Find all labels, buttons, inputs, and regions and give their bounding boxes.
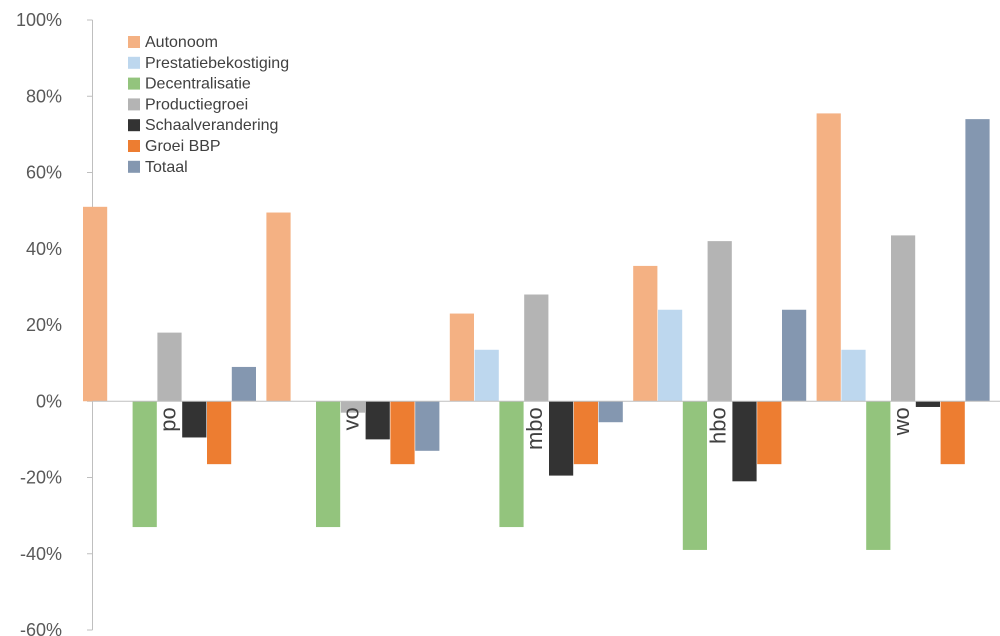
legend-swatch [128,56,140,69]
bar-autonoom [449,313,474,402]
legend-label: Schaalverandering [145,117,278,134]
bar-decentralisatie [682,401,707,550]
bar-groei-bbp [207,401,232,465]
bar-decentralisatie [866,401,891,550]
bar-productiegroei [524,294,549,402]
bar-prestatiebekostiging [658,309,683,402]
bar-prestatiebekostiging [474,349,499,402]
bar-productiegroei [340,401,365,413]
bar-decentralisatie [132,401,157,528]
bar-totaal [231,366,256,402]
legend-label: Productiegroei [145,96,248,113]
y-axis: 100% 80% 60% 40% 20% 0% -20% -40% -60% [16,10,93,636]
y-tick-label: 60% [26,163,62,183]
bar-autonoom [816,113,841,402]
category-label: hbo [706,407,731,444]
bar-totaal [782,309,807,402]
legend-swatch [128,160,140,173]
y-tick-label: 20% [26,315,62,335]
y-tick-label: 0% [36,391,62,411]
bar-productiegroei [157,332,182,402]
bar-schaalverandering [549,401,574,476]
category-label: po [155,407,180,431]
category-label: wo [889,407,914,436]
y-tick-label: -20% [20,468,62,488]
category-labels: po vo mbo hbo wo [155,407,914,450]
bar-groei-bbp [940,401,965,465]
y-tick-label: 80% [26,86,62,106]
legend: Autonoom Prestatiebekostiging Decentralisa… [128,34,289,176]
category-label: vo [339,407,364,430]
bar-autonoom [266,212,291,402]
bar-groei-bbp [573,401,598,465]
bar-schaalverandering [182,401,207,438]
legend-swatch [128,140,140,152]
y-tick-label: 100% [16,10,62,30]
bar-prestatiebekostiging [841,349,866,402]
bar-autonoom [633,265,658,402]
legend-label: Prestatiebekostiging [145,55,289,72]
legend-label: Autonoom [145,34,218,51]
legend-swatch [128,77,140,90]
y-tick-label: 40% [26,239,62,259]
bar-productiegroei [891,235,916,402]
bar-schaalverandering [365,401,390,440]
legend-label: Groei BBP [145,138,221,155]
bar-totaal [965,119,990,402]
y-tick-label: -40% [20,544,62,564]
legend-swatch [128,36,140,48]
bars [83,113,990,550]
legend-swatch [128,119,140,132]
legend-label: Totaal [145,159,188,176]
bar-schaalverandering [732,401,757,482]
bar-decentralisatie [499,401,524,528]
y-tick-label: -60% [20,620,62,636]
bar-groei-bbp [390,401,415,465]
bar-totaal [415,401,440,451]
legend-label: Decentralisatie [145,76,251,93]
bar-groei-bbp [757,401,782,465]
legend-swatch [128,98,140,111]
bar-decentralisatie [316,401,341,528]
category-label: mbo [522,407,547,450]
bar-totaal [598,401,623,423]
bar-autonoom [83,206,108,402]
bar-productiegroei [707,241,732,402]
bar-schaalverandering [915,401,940,407]
